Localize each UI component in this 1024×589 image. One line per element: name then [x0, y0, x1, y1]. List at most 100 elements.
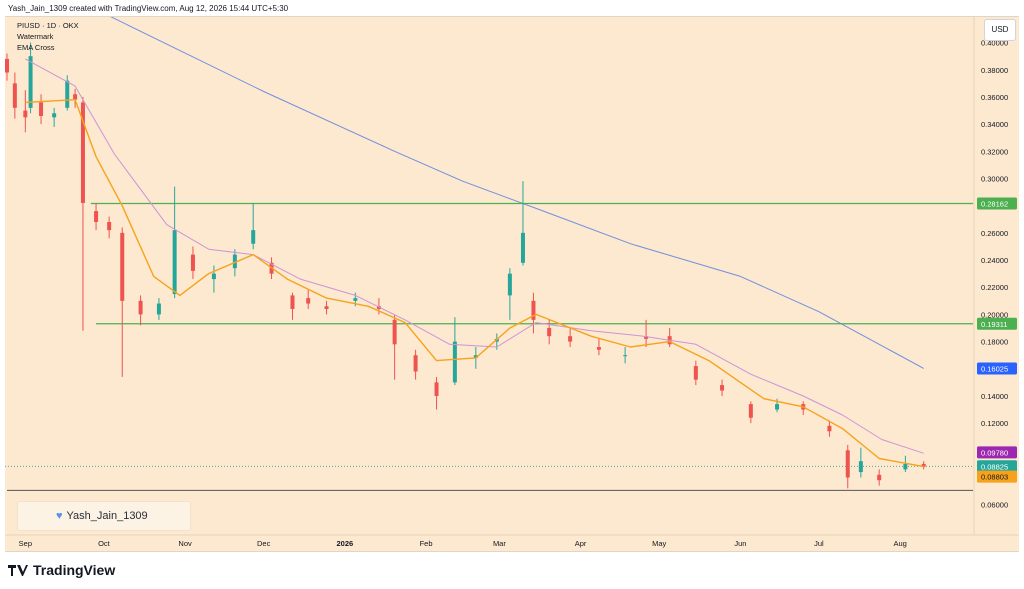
price-label-badge	[977, 197, 1017, 210]
indicator-legend-watermark[interactable]: Watermark	[17, 32, 54, 41]
x-tick-label: Nov	[178, 539, 192, 548]
price-label-badge	[977, 460, 1017, 473]
x-tick-label: Sep	[19, 539, 32, 548]
x-tick-label: Dec	[257, 539, 271, 548]
y-tick-label: 0.30000	[981, 175, 1008, 184]
candle-body[interactable]	[507, 273, 512, 296]
chart-background	[5, 17, 1019, 551]
candle-body[interactable]	[65, 80, 70, 108]
y-tick-label: 0.18000	[981, 338, 1008, 347]
candle-body[interactable]	[520, 232, 525, 263]
x-tick-label: May	[652, 539, 666, 548]
price-label-badge	[977, 362, 1017, 375]
ema-slow-line	[25, 58, 924, 454]
y-tick-label: 0.20000	[981, 310, 1008, 319]
y-tick-label: 0.22000	[981, 283, 1008, 292]
price-label-badge	[977, 470, 1017, 483]
price-label-text: 0.19311	[981, 320, 1008, 329]
candle-body[interactable]	[376, 306, 381, 309]
price-label-text: 0.09780	[981, 448, 1008, 457]
candle-body[interactable]	[353, 298, 358, 301]
chart-area[interactable]: 0.40000 0.38000 0.36000 0.34000 0.32000 0.300…	[5, 16, 1019, 552]
candle-body[interactable]	[39, 102, 44, 116]
watermark-text: Yash_Jain_1309	[66, 510, 148, 522]
sma-long-line	[110, 17, 924, 369]
candle-body[interactable]	[324, 306, 329, 309]
brand-name: TradingView	[33, 562, 116, 578]
price-label-text: 0.28162	[981, 199, 1008, 208]
candle-body[interactable]	[251, 230, 256, 244]
watermark-badge: ♥ Yash_Jain_1309	[17, 501, 191, 531]
price-label-text: 0.16025	[981, 364, 1008, 373]
y-tick-label: 0.36000	[981, 93, 1008, 102]
x-tick-label: Jul	[814, 539, 824, 548]
candle-body[interactable]	[232, 254, 237, 269]
candle-body[interactable]	[858, 461, 863, 473]
candle-body[interactable]	[568, 336, 573, 342]
candle-body[interactable]	[107, 221, 112, 231]
candle-body[interactable]	[138, 300, 143, 315]
symbol-legend[interactable]: PIUSD · 1D · OKX	[17, 21, 79, 30]
candle-body[interactable]	[413, 355, 418, 372]
price-label-text: 0.08803	[981, 473, 1008, 482]
candle-body[interactable]	[290, 295, 295, 309]
candle-body[interactable]	[644, 336, 649, 339]
candle-body[interactable]	[623, 355, 628, 357]
y-tick-label: 0.24000	[981, 256, 1008, 265]
candle-body[interactable]	[877, 474, 882, 481]
x-tick-label: Apr	[575, 539, 587, 548]
candle-body[interactable]	[531, 300, 536, 320]
y-tick-label: 0.12000	[981, 419, 1008, 428]
candle-body[interactable]	[392, 319, 397, 345]
candle-body[interactable]	[28, 56, 33, 108]
candle-body[interactable]	[52, 113, 57, 118]
y-tick-label: 0.14000	[981, 392, 1008, 401]
price-label-text: 0.08825	[981, 462, 1008, 471]
candle-body[interactable]	[94, 211, 99, 222]
candle-body[interactable]	[720, 385, 725, 391]
candle-body[interactable]	[547, 328, 552, 337]
candle-body[interactable]	[73, 94, 78, 100]
candle-body[interactable]	[748, 404, 753, 418]
candle-body[interactable]	[775, 404, 780, 410]
candle-body[interactable]	[452, 341, 457, 383]
candle-body[interactable]	[190, 254, 195, 271]
candle-body[interactable]	[903, 463, 908, 470]
x-tick-label: Jun	[734, 539, 746, 548]
tradingview-logo-icon	[8, 564, 28, 576]
candle-body[interactable]	[845, 450, 850, 478]
tradingview-logo[interactable]: TradingView	[8, 562, 115, 578]
candle-body[interactable]	[693, 366, 698, 380]
candle-body[interactable]	[827, 425, 832, 432]
ema-fast-line	[25, 99, 924, 468]
y-tick-label: 0.34000	[981, 120, 1008, 129]
candle-body[interactable]	[921, 463, 926, 467]
candle-body[interactable]	[120, 232, 125, 301]
candle-body[interactable]	[172, 230, 177, 295]
currency-button[interactable]: USD	[984, 19, 1016, 41]
candle-body[interactable]	[434, 382, 439, 396]
chart-caption: Yash_Jain_1309 created with TradingView.…	[8, 4, 289, 13]
candle-body[interactable]	[596, 347, 601, 350]
candle-body[interactable]	[80, 102, 85, 203]
candle-body[interactable]	[23, 110, 28, 118]
y-tick-label: 0.26000	[981, 229, 1008, 238]
candle-body[interactable]	[473, 355, 478, 358]
candle-body[interactable]	[211, 273, 216, 280]
x-tick-label: Aug	[893, 539, 906, 548]
heart-icon: ♥	[56, 510, 63, 522]
x-tick-label: Feb	[420, 539, 433, 548]
candle-body[interactable]	[156, 303, 161, 315]
y-tick-label: 0.32000	[981, 147, 1008, 156]
y-tick-label: 0.38000	[981, 66, 1008, 75]
price-chart[interactable]: 0.40000 0.38000 0.36000 0.34000 0.32000 0.300…	[5, 17, 1019, 551]
candle-body[interactable]	[5, 58, 9, 73]
candle-body[interactable]	[306, 298, 311, 304]
y-tick-label: 0.40000	[981, 39, 1008, 48]
x-tick-label: Oct	[98, 539, 111, 548]
indicator-legend-ema-cross[interactable]: EMA Cross	[17, 43, 55, 52]
price-label-badge	[977, 446, 1017, 459]
y-tick-label: 0.06000	[981, 501, 1008, 510]
candle-body[interactable]	[12, 83, 17, 108]
plot-series-group	[5, 17, 973, 491]
